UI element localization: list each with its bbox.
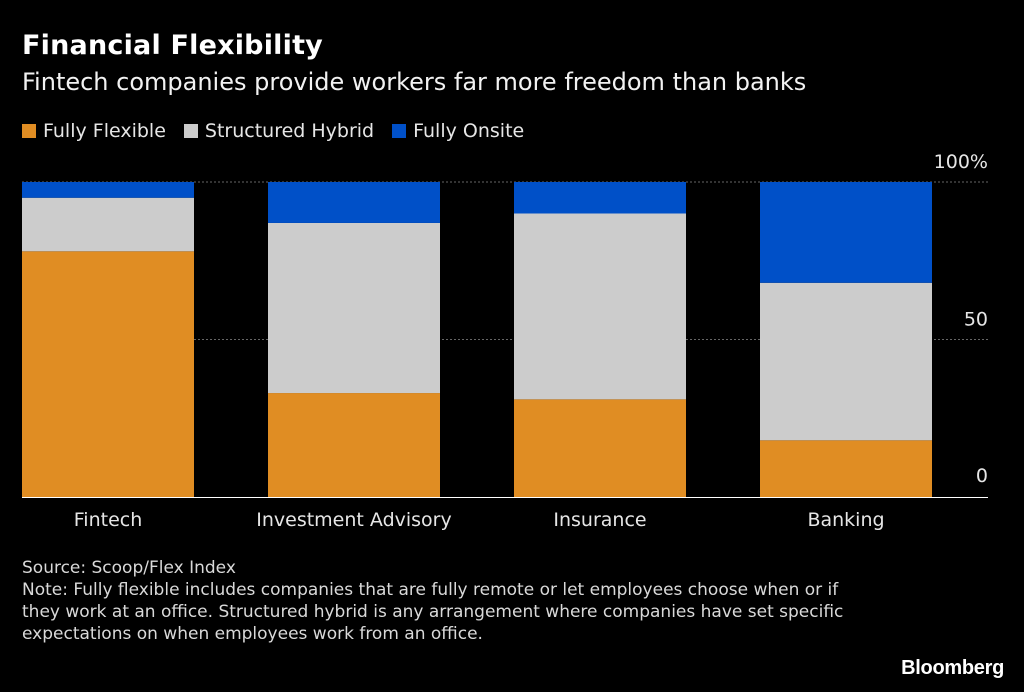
methodology-note: Note: Fully flexible includes companies … bbox=[22, 580, 844, 644]
bar-structured-hybrid-fintech bbox=[22, 197, 194, 252]
legend-swatch-fully-onsite bbox=[392, 124, 407, 138]
legend: Fully Flexible Structured Hybrid Fully O… bbox=[22, 120, 542, 142]
x-tick-label: Insurance bbox=[553, 509, 646, 531]
chart-title: Financial Flexibility bbox=[22, 30, 323, 61]
legend-item-fully-flexible: Fully Flexible bbox=[22, 120, 166, 142]
source-note: Source: Scoop/Flex Index bbox=[22, 558, 236, 578]
legend-item-fully-onsite: Fully Onsite bbox=[392, 120, 524, 142]
stacked-bar-chart: Fintech Investment Advisory Insurance Banki… bbox=[22, 151, 988, 531]
bloomberg-logo: Bloomberg bbox=[901, 657, 1004, 679]
bar-fully-onsite-investment-advisory bbox=[268, 182, 440, 223]
bar-fully-flexible-fintech bbox=[22, 251, 194, 497]
legend-item-structured-hybrid: Structured Hybrid bbox=[183, 120, 375, 142]
legend-label-fully-onsite: Fully Onsite bbox=[413, 120, 525, 142]
bar-structured-hybrid-banking bbox=[760, 282, 932, 441]
bar-fully-flexible-insurance bbox=[514, 399, 686, 497]
y-tick-label: 0 bbox=[976, 465, 988, 487]
bar-structured-hybrid-insurance bbox=[514, 213, 686, 400]
bar-fully-onsite-fintech bbox=[22, 182, 194, 198]
legend-swatch-structured-hybrid bbox=[183, 124, 198, 138]
legend-swatch-fully-flexible bbox=[22, 124, 36, 138]
bar-structured-hybrid-investment-advisory bbox=[268, 222, 440, 394]
bar-fully-flexible-banking bbox=[760, 440, 932, 497]
chart-subtitle: Fintech companies provide workers far mo… bbox=[22, 68, 807, 96]
x-tick-label: Fintech bbox=[74, 509, 143, 531]
bar-fully-onsite-insurance bbox=[514, 182, 686, 214]
y-tick-label: 50 bbox=[964, 309, 988, 331]
x-tick-label: Investment Advisory bbox=[256, 509, 451, 531]
legend-label-structured-hybrid: Structured Hybrid bbox=[204, 120, 375, 142]
chart-footer: Source: Scoop/Flex Index Note: Fully fle… bbox=[22, 557, 852, 645]
y-tick-label: 100% bbox=[934, 151, 988, 173]
x-tick-label: Banking bbox=[807, 509, 884, 531]
bar-fully-onsite-banking bbox=[760, 182, 932, 283]
bar-fully-flexible-investment-advisory bbox=[268, 393, 440, 497]
legend-label-fully-flexible: Fully Flexible bbox=[43, 120, 166, 142]
